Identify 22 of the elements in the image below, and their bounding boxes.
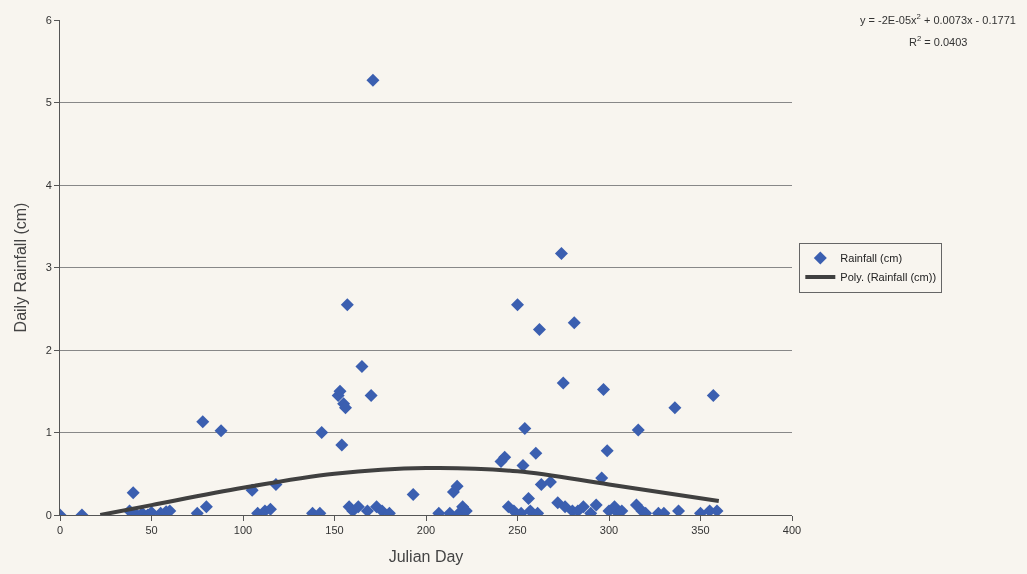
x-tick-label: 200: [416, 524, 436, 537]
y-tick-label: 5: [45, 96, 52, 109]
y-tick-label: 2: [45, 343, 52, 356]
y-tick-label: 1: [45, 426, 52, 439]
x-axis-title: Julian Day: [388, 547, 464, 565]
legend-label: Poly. (Rainfall (cm)): [840, 271, 937, 284]
y-axis-title: Daily Rainfall (cm): [11, 202, 29, 333]
x-tick-label: 100: [233, 524, 253, 537]
y-tick-label: 0: [45, 508, 52, 521]
y-tick-label: 4: [45, 178, 52, 191]
x-tick-label: 150: [325, 524, 344, 537]
y-tick-label: 3: [45, 261, 52, 274]
x-tick-label: 350: [691, 524, 710, 537]
legend-label: Rainfall (cm): [840, 252, 903, 265]
x-tick-label: 250: [508, 524, 527, 537]
x-tick-label: 0: [56, 524, 64, 537]
x-tick-label: 400: [782, 524, 802, 537]
y-tick-label: 6: [45, 13, 52, 26]
text: R$^{2}$ = 0.0403: [909, 34, 968, 48]
x-tick-label: 50: [145, 524, 158, 537]
x-tick-label: 300: [599, 524, 619, 537]
text: y = -2E-05x$^{2}$ + 0.0073x - 0.1771: [860, 12, 1016, 26]
